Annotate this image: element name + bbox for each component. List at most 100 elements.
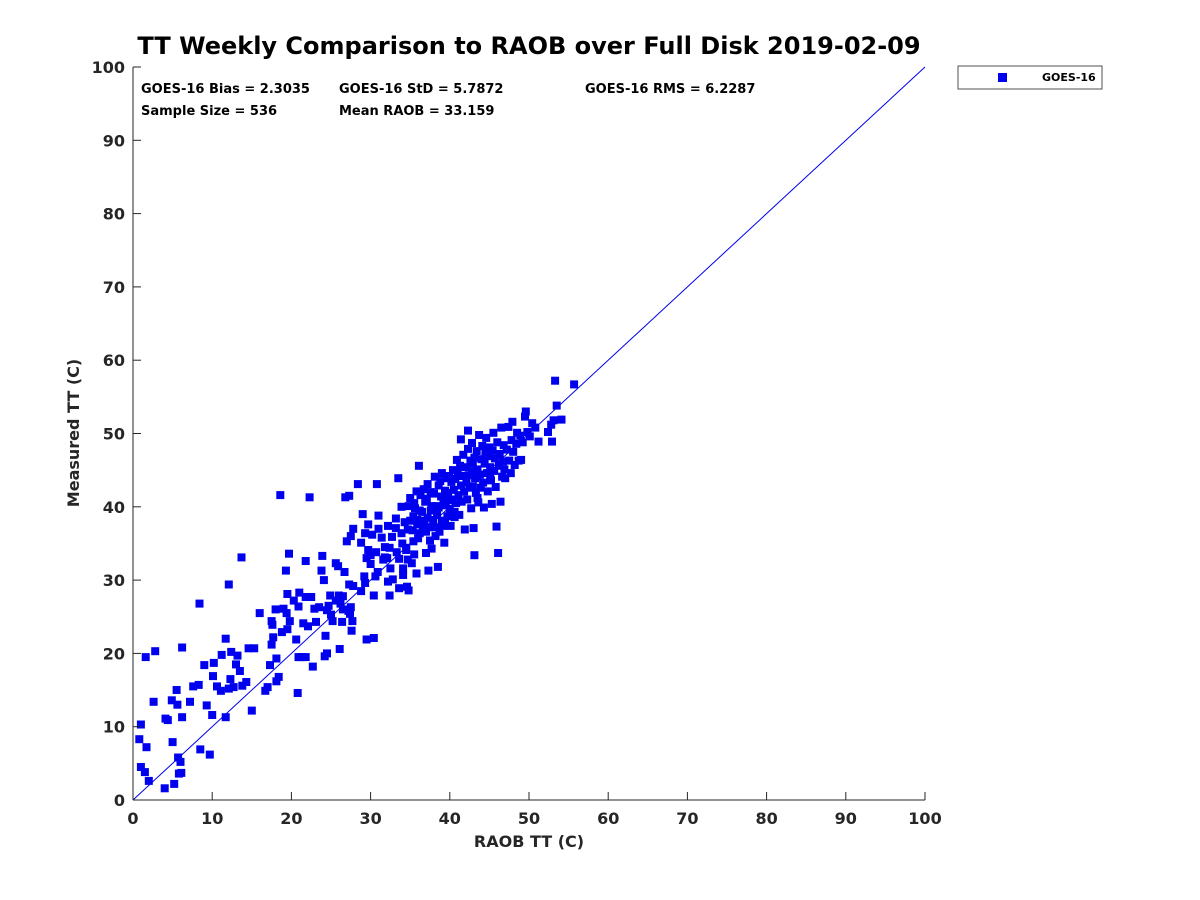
- data-point: [457, 497, 466, 506]
- data-point: [411, 504, 419, 513]
- legend-box: [957, 65, 1103, 90]
- data-point: [292, 635, 301, 644]
- data-point: [200, 661, 209, 670]
- data-point: [501, 474, 510, 483]
- data-point: [135, 735, 144, 744]
- data-point: [391, 524, 400, 533]
- data-point: [487, 476, 495, 485]
- data-point: [441, 518, 449, 527]
- data-point: [472, 447, 481, 456]
- data-point: [475, 431, 484, 439]
- data-point: [379, 555, 388, 564]
- data-point: [531, 423, 540, 432]
- chart-title: TT Weekly Comparison to RAOB over Full D…: [137, 32, 920, 60]
- data-point: [413, 516, 422, 524]
- data-point: [478, 442, 487, 450]
- data-point: [552, 401, 561, 410]
- data-point: [395, 584, 404, 593]
- data-point: [334, 562, 343, 571]
- data-point: [547, 420, 556, 429]
- data-point: [517, 455, 526, 464]
- stats-annotations: GOES-16 Bias = 2.3035 GOES-16 StD = 5.78…: [141, 82, 755, 119]
- data-point: [338, 592, 347, 601]
- data-point: [374, 524, 383, 533]
- data-point: [509, 447, 518, 456]
- data-point: [285, 617, 294, 626]
- data-point: [151, 647, 160, 656]
- data-point: [429, 516, 438, 524]
- data-point: [437, 469, 446, 478]
- data-point: [388, 532, 396, 541]
- data-point: [174, 753, 183, 762]
- data-point: [430, 489, 438, 498]
- x-tick-label: 50: [518, 809, 540, 828]
- data-point: [308, 662, 317, 671]
- data-point: [455, 510, 464, 519]
- y-tick-label: 10: [103, 718, 125, 737]
- data-point: [335, 645, 344, 653]
- data-point: [483, 487, 492, 496]
- data-point: [353, 480, 362, 489]
- data-point: [336, 599, 345, 608]
- data-point: [397, 502, 406, 511]
- data-point: [445, 505, 454, 513]
- data-point: [141, 653, 150, 662]
- data-point: [496, 497, 505, 506]
- data-point: [224, 684, 233, 693]
- data-point: [358, 510, 367, 519]
- data-point: [267, 640, 276, 649]
- data-point: [237, 553, 246, 562]
- y-tick-label: 80: [103, 205, 125, 224]
- data-point: [315, 603, 324, 612]
- data-point: [217, 650, 226, 659]
- data-point: [281, 566, 290, 575]
- data-point: [437, 492, 446, 501]
- data-point: [484, 452, 493, 461]
- stat-std: GOES-16 StD = 5.7872: [339, 82, 503, 97]
- data-point: [267, 617, 276, 626]
- data-point: [525, 432, 534, 441]
- data-point: [282, 609, 291, 618]
- data-point: [327, 610, 335, 619]
- data-point: [221, 634, 230, 643]
- data-point: [167, 696, 176, 705]
- data-point: [410, 550, 419, 559]
- data-point: [505, 456, 514, 465]
- data-point: [235, 667, 244, 675]
- data-point: [422, 494, 431, 503]
- data-point: [487, 499, 496, 508]
- y-tick-label: 100: [92, 58, 125, 77]
- data-point: [205, 750, 214, 759]
- data-point: [404, 502, 413, 511]
- data-point: [419, 485, 428, 494]
- data-point: [471, 474, 480, 483]
- data-point: [272, 677, 281, 686]
- data-point: [506, 469, 515, 478]
- data-point: [388, 575, 397, 584]
- data-point: [424, 566, 433, 575]
- data-point: [406, 494, 415, 502]
- data-point: [176, 757, 185, 766]
- data-point: [450, 507, 459, 516]
- data-point: [450, 513, 459, 522]
- data-point: [464, 444, 472, 453]
- y-tick-label: 70: [103, 278, 125, 297]
- data-point: [346, 603, 355, 612]
- data-point: [534, 437, 543, 446]
- data-point: [410, 499, 419, 508]
- data-point: [244, 644, 253, 653]
- data-point: [470, 551, 479, 560]
- data-point: [404, 586, 413, 595]
- data-point: [434, 503, 443, 512]
- data-point: [414, 461, 423, 470]
- data-point: [177, 768, 186, 777]
- data-point: [242, 678, 251, 686]
- data-point: [250, 644, 259, 653]
- data-point: [500, 465, 509, 474]
- data-point: [488, 446, 497, 455]
- data-point: [456, 481, 465, 490]
- data-point: [454, 491, 463, 500]
- data-point: [456, 435, 465, 444]
- x-tick-label: 30: [359, 809, 381, 828]
- data-point: [338, 605, 347, 614]
